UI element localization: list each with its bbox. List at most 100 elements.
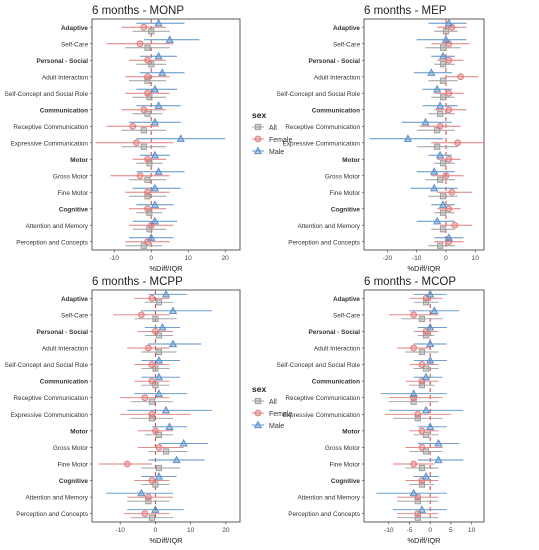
point-female bbox=[442, 172, 450, 180]
category-label-adaptive: Adaptive bbox=[61, 25, 88, 32]
point-all bbox=[422, 332, 430, 339]
point-all bbox=[418, 315, 426, 322]
legend-label-male: Male bbox=[269, 149, 284, 156]
category-label-attention-and-memory: Attention and Memory bbox=[297, 223, 360, 230]
point-male bbox=[154, 472, 164, 480]
point-male bbox=[151, 505, 160, 513]
point-all bbox=[439, 44, 447, 51]
point-male bbox=[438, 200, 448, 208]
x-tick-label: 10 bbox=[468, 527, 476, 534]
point-female bbox=[141, 510, 149, 518]
point-all bbox=[145, 498, 152, 505]
point-all bbox=[155, 299, 163, 306]
category-label-cognitive: Cognitive bbox=[331, 478, 361, 485]
point-all bbox=[162, 448, 170, 455]
category-label-self-concept-and-social-role: Self-Concept and Social Role bbox=[277, 362, 361, 369]
plot-frame bbox=[91, 18, 241, 251]
x-tick-label: 20 bbox=[222, 527, 230, 534]
point-male bbox=[426, 422, 435, 430]
point-male bbox=[444, 233, 454, 241]
category-label-self-care: Self-Care bbox=[333, 312, 360, 319]
x-tick-label: 0 bbox=[428, 527, 432, 534]
category-label-self-concept-and-social-role: Self-Concept and Social Role bbox=[5, 362, 89, 369]
point-female bbox=[144, 493, 152, 501]
point-all bbox=[144, 193, 151, 200]
point-all bbox=[155, 348, 163, 356]
point-female bbox=[457, 73, 464, 81]
point-female bbox=[418, 361, 426, 368]
point-male bbox=[441, 35, 451, 43]
legend-key-marker bbox=[254, 123, 262, 131]
category-label-communication: Communication bbox=[312, 107, 360, 114]
x-tick-label: -10 bbox=[384, 527, 394, 534]
point-female bbox=[454, 139, 462, 147]
panel-title: 6 months - MONP bbox=[92, 5, 184, 17]
plot-frame bbox=[363, 18, 485, 251]
point-female bbox=[144, 205, 151, 213]
category-label-perception-and-concepts: Perception and Concepts bbox=[16, 239, 88, 246]
category-label-adult-interaction: Adult Interaction bbox=[314, 346, 361, 353]
x-tick-label: 0 bbox=[149, 255, 153, 262]
point-male bbox=[154, 167, 163, 175]
legend-key-marker bbox=[254, 135, 262, 143]
point-female bbox=[136, 40, 144, 48]
point-male bbox=[154, 389, 164, 397]
x-axis-label: %Diff/IQR bbox=[149, 536, 183, 545]
point-all bbox=[152, 315, 159, 322]
point-all bbox=[442, 28, 450, 35]
point-male bbox=[427, 68, 436, 76]
point-male bbox=[154, 18, 163, 27]
x-axis-label: %Diff/IQR bbox=[149, 264, 183, 273]
point-male bbox=[150, 150, 160, 159]
point-female bbox=[410, 311, 418, 319]
legend-key-marker bbox=[254, 409, 262, 417]
point-male bbox=[409, 389, 418, 397]
category-label-expressive-communication: Expressive Communication bbox=[283, 140, 361, 147]
category-label-adult-interaction: Adult Interaction bbox=[42, 346, 89, 353]
point-all bbox=[414, 498, 421, 505]
category-label-gross-motor: Gross Motor bbox=[325, 173, 361, 180]
point-male bbox=[150, 200, 160, 208]
point-female bbox=[152, 328, 159, 335]
point-all bbox=[148, 514, 156, 521]
point-all bbox=[422, 448, 430, 455]
point-all bbox=[439, 209, 447, 216]
point-female bbox=[155, 444, 163, 451]
point-all bbox=[439, 77, 447, 84]
category-label-receptive-communication: Receptive Communication bbox=[285, 124, 360, 131]
point-male bbox=[154, 51, 163, 60]
point-male bbox=[158, 322, 167, 331]
point-male bbox=[150, 84, 160, 93]
category-label-perception-and-concepts: Perception and Concepts bbox=[16, 511, 88, 518]
legend-title: sex bbox=[252, 384, 266, 394]
category-label-expressive-communication: Expressive Communication bbox=[11, 412, 89, 419]
x-tick-label: -10 bbox=[109, 255, 119, 262]
category-label-receptive-communication: Receptive Communication bbox=[13, 124, 88, 131]
point-female bbox=[144, 344, 152, 352]
point-male bbox=[403, 134, 413, 142]
category-label-adaptive: Adaptive bbox=[61, 296, 88, 303]
point-male bbox=[438, 51, 448, 60]
panel-title: 6 months - MCPP bbox=[92, 276, 183, 288]
point-female bbox=[410, 344, 418, 352]
panel-title: 6 months - MCOP bbox=[364, 276, 456, 288]
point-male bbox=[421, 472, 431, 480]
point-female bbox=[148, 294, 156, 302]
point-female bbox=[144, 155, 151, 163]
point-female bbox=[148, 410, 156, 418]
point-male bbox=[421, 372, 431, 381]
point-male bbox=[444, 18, 454, 27]
point-all bbox=[155, 332, 163, 339]
point-all bbox=[422, 365, 430, 372]
point-female bbox=[136, 172, 144, 180]
point-male bbox=[137, 488, 146, 497]
point-female bbox=[148, 361, 156, 368]
panel-monp: 6 months - MONP Adaptive Self-Care Persona… bbox=[5, 5, 241, 273]
point-all bbox=[436, 110, 444, 117]
point-male bbox=[168, 306, 178, 314]
legend-label-female: Female bbox=[269, 137, 292, 144]
point-male bbox=[434, 455, 443, 464]
point-female bbox=[144, 89, 151, 97]
point-male bbox=[426, 289, 435, 298]
